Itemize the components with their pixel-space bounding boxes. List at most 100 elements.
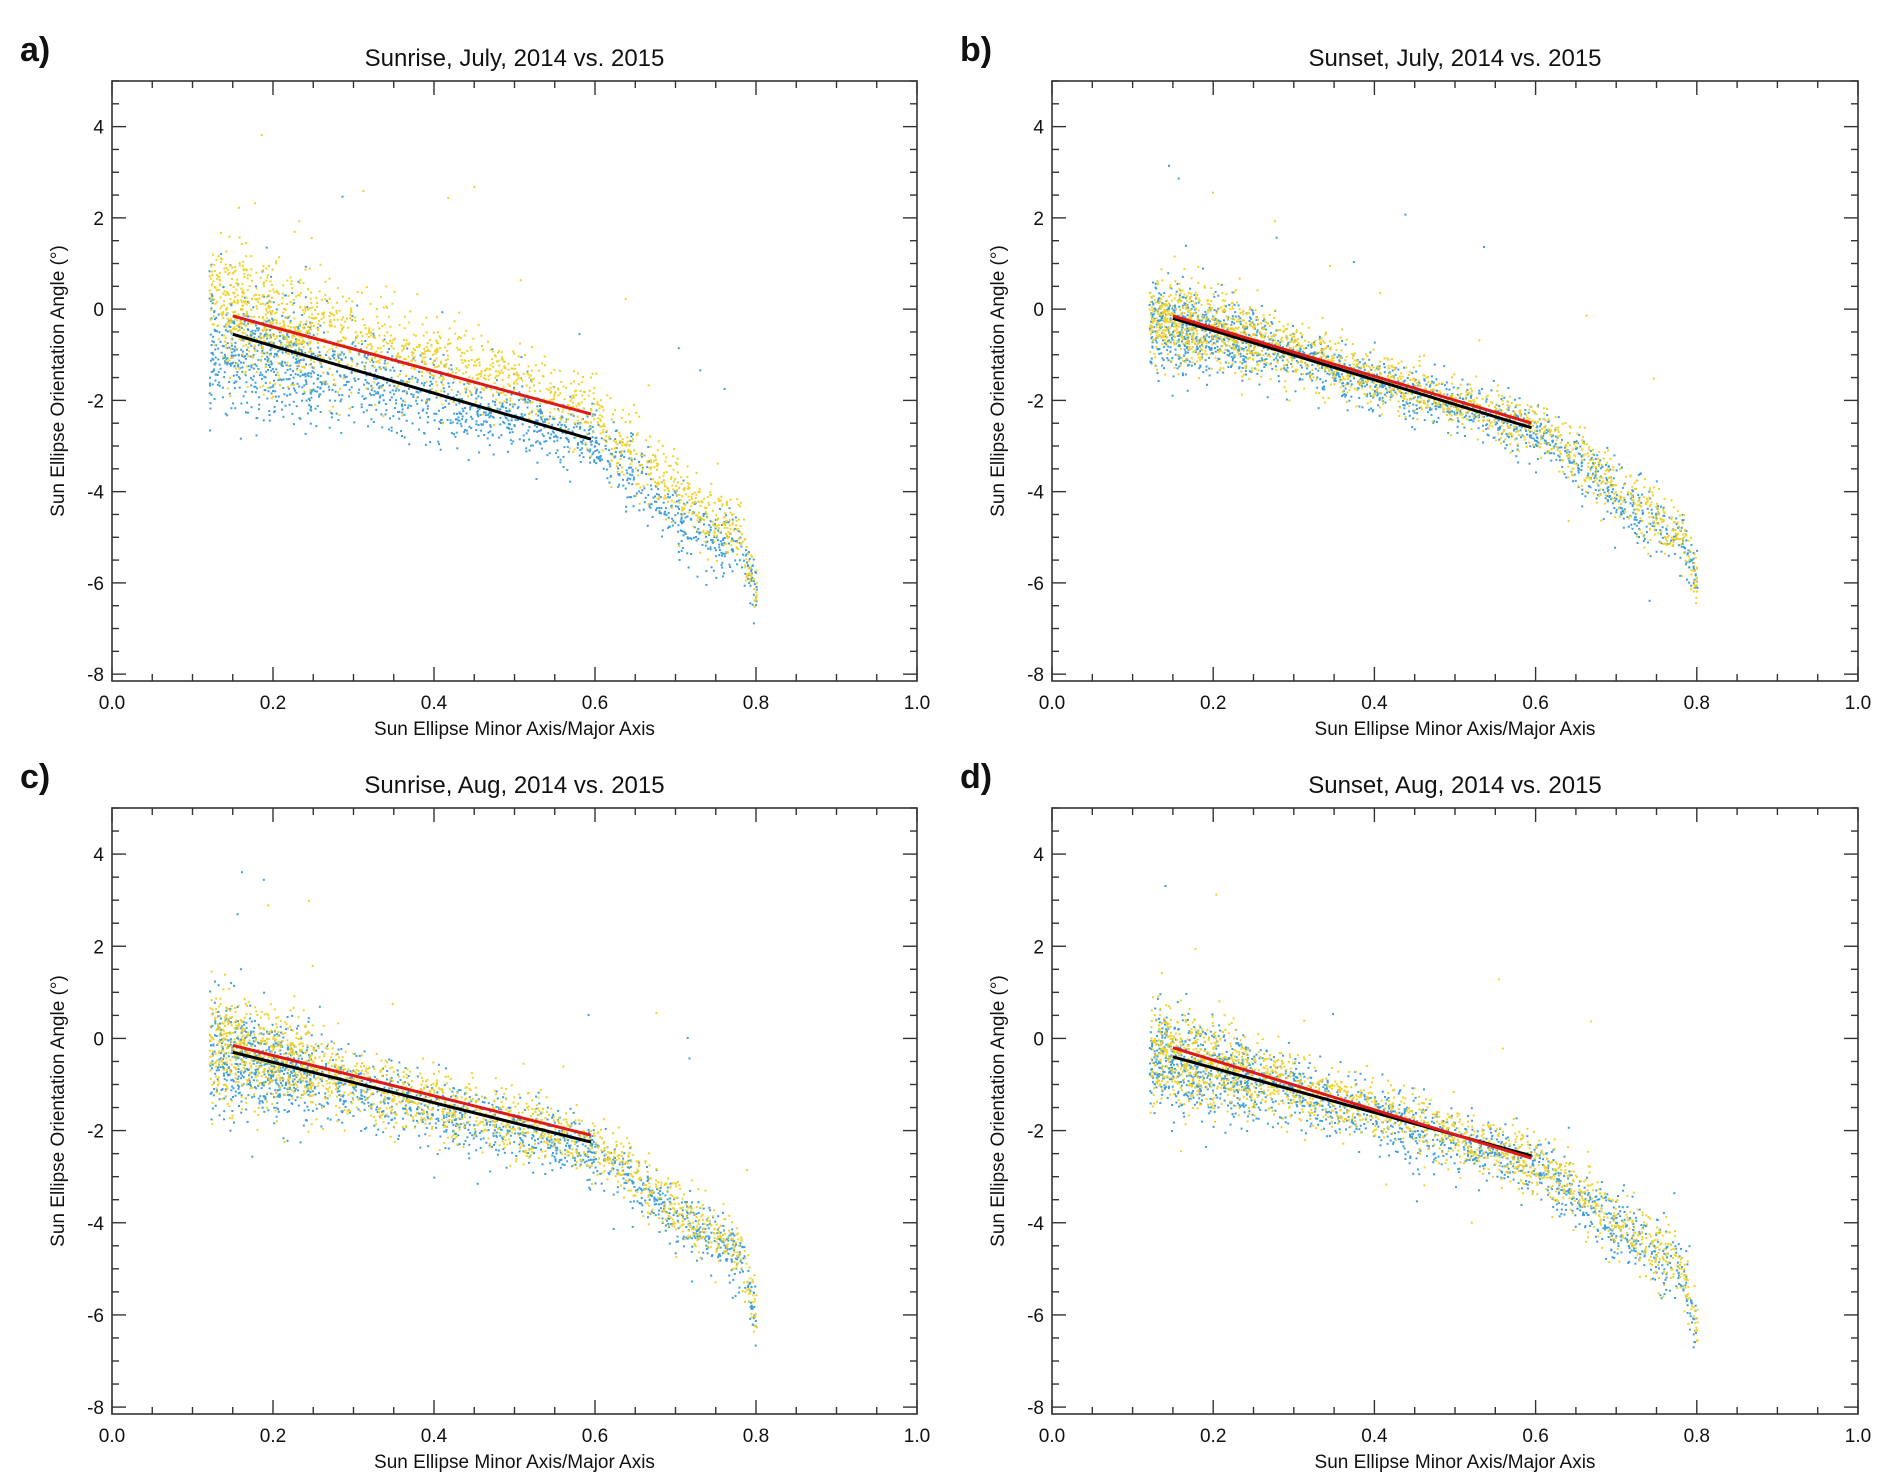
point-2015 [620, 471, 623, 473]
point-2014 [1244, 360, 1247, 363]
point-2015 [507, 383, 510, 386]
point-2014 [296, 367, 299, 370]
point-2015 [539, 402, 542, 405]
point-2014 [545, 440, 548, 443]
point-2015 [454, 371, 457, 374]
point-2014 [1187, 306, 1190, 309]
point-2015 [395, 355, 398, 358]
point-2014 [1182, 296, 1185, 299]
point-2014 [576, 442, 579, 445]
point-2014 [367, 382, 370, 385]
point-2014 [1469, 418, 1472, 421]
point-2015 [216, 325, 219, 327]
point-2015 [263, 285, 265, 288]
point-2014 [230, 354, 233, 357]
point-2015 [322, 316, 325, 319]
point-2014 [1319, 378, 1322, 381]
point-2015 [265, 267, 268, 270]
point-2014 [505, 407, 507, 409]
point-2015 [328, 367, 331, 370]
point-2014 [298, 359, 301, 362]
point-2014 [254, 332, 256, 335]
point-2015 [437, 342, 439, 345]
point-2015 [517, 355, 520, 358]
point-2015 [344, 337, 347, 340]
point-2014 [528, 400, 531, 402]
point-2014 [1597, 463, 1600, 466]
point-2014 [1623, 482, 1626, 485]
point-2014 [526, 401, 529, 404]
point-2015 [698, 500, 701, 503]
point-2014 [391, 355, 394, 358]
point-2014 [1284, 368, 1287, 371]
point-2014 [214, 361, 217, 364]
point-2014 [1195, 348, 1198, 351]
point-2014 [591, 402, 594, 405]
point-2014 [1342, 393, 1345, 396]
point-2014 [483, 411, 486, 414]
point-2015 [656, 465, 659, 468]
point-2015 [251, 356, 254, 359]
point-2014 [1243, 330, 1246, 333]
point-2015 [676, 471, 679, 474]
point-2015 [225, 290, 228, 293]
point-2014 [311, 370, 314, 373]
point-2014 [594, 450, 597, 452]
point-2014 [344, 356, 347, 359]
point-2014 [1153, 317, 1156, 320]
point-2014 [307, 375, 310, 378]
point-2015 [531, 409, 534, 412]
point-2014 [1207, 318, 1210, 321]
point-2014 [1167, 272, 1170, 275]
point-2014 [1376, 394, 1379, 397]
point-2014 [1570, 461, 1573, 464]
point-2014 [312, 388, 315, 391]
point-2014 [341, 195, 344, 198]
point-2014 [1327, 355, 1330, 358]
point-2014 [306, 412, 309, 415]
point-2014 [1260, 369, 1263, 372]
point-2015 [405, 374, 408, 377]
point-2015 [297, 350, 300, 353]
point-2015 [704, 540, 707, 543]
point-2014 [659, 496, 662, 499]
point-2015 [223, 267, 226, 270]
point-2015 [303, 366, 306, 369]
point-2014 [226, 414, 229, 417]
point-2015 [621, 466, 624, 469]
point-2014 [268, 353, 271, 356]
point-2014 [660, 507, 663, 510]
point-2014 [654, 485, 657, 488]
point-2015 [447, 342, 450, 345]
point-2014 [337, 354, 340, 357]
point-2015 [755, 596, 758, 599]
point-2015 [444, 346, 446, 349]
point-2014 [1378, 385, 1381, 388]
point-2015 [648, 467, 651, 469]
point-2015 [558, 369, 561, 372]
point-2015 [600, 405, 603, 408]
point-2015 [672, 468, 675, 471]
point-2014 [1178, 331, 1181, 334]
point-2014 [1199, 365, 1202, 368]
point-2014 [1215, 310, 1218, 313]
point-2015 [415, 334, 418, 337]
point-2015 [278, 322, 281, 325]
point-2015 [525, 384, 528, 387]
point-2015 [678, 501, 681, 504]
point-2015 [661, 444, 664, 447]
point-2015 [236, 294, 239, 297]
point-2014 [648, 460, 651, 463]
point-2014 [1652, 516, 1655, 519]
point-2014 [1344, 343, 1347, 346]
point-2014 [500, 434, 503, 437]
point-2015 [224, 263, 227, 266]
point-2015 [290, 280, 293, 283]
point-2015 [276, 335, 279, 337]
point-2014 [1230, 355, 1233, 358]
point-2015 [240, 243, 243, 245]
point-2015 [513, 381, 516, 384]
point-2014 [299, 417, 302, 420]
point-2014 [364, 397, 367, 400]
scatter-points [208, 134, 758, 625]
